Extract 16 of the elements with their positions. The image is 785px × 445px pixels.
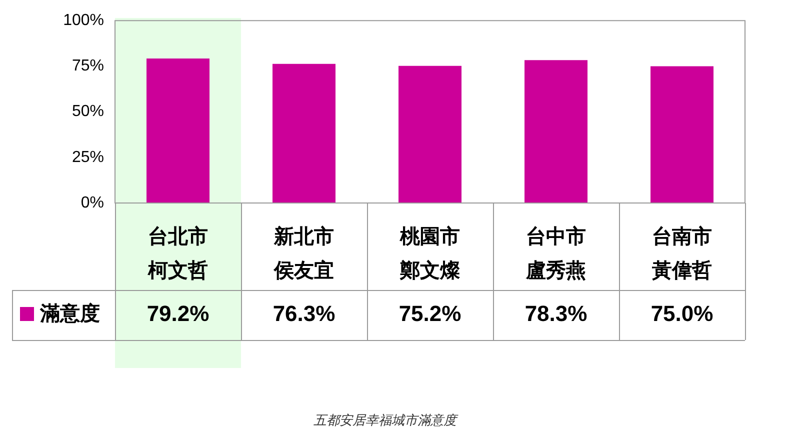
bar bbox=[272, 64, 336, 203]
x-tick-label: 台南市黃偉哲 bbox=[651, 224, 712, 282]
y-tick-label: 75% bbox=[72, 58, 104, 75]
bar bbox=[398, 66, 462, 203]
y-tick-label: 50% bbox=[72, 103, 104, 120]
y-tick-label: 25% bbox=[72, 148, 104, 166]
x-tick-label: 桃園市鄭文燦 bbox=[399, 224, 461, 282]
y-tick-label: 100% bbox=[63, 12, 104, 30]
bar bbox=[524, 60, 588, 203]
x-tick-label: 新北市侯友宜 bbox=[273, 224, 334, 282]
x-tick-label: 台中市盧秀燕 bbox=[525, 224, 586, 282]
text: 五都安居幸福城市滿意度 bbox=[314, 412, 458, 428]
x-tick-label: 台北市柯文哲 bbox=[147, 224, 208, 282]
bar bbox=[146, 58, 210, 203]
bar bbox=[650, 66, 714, 203]
y-tick-label: 0% bbox=[80, 194, 104, 212]
